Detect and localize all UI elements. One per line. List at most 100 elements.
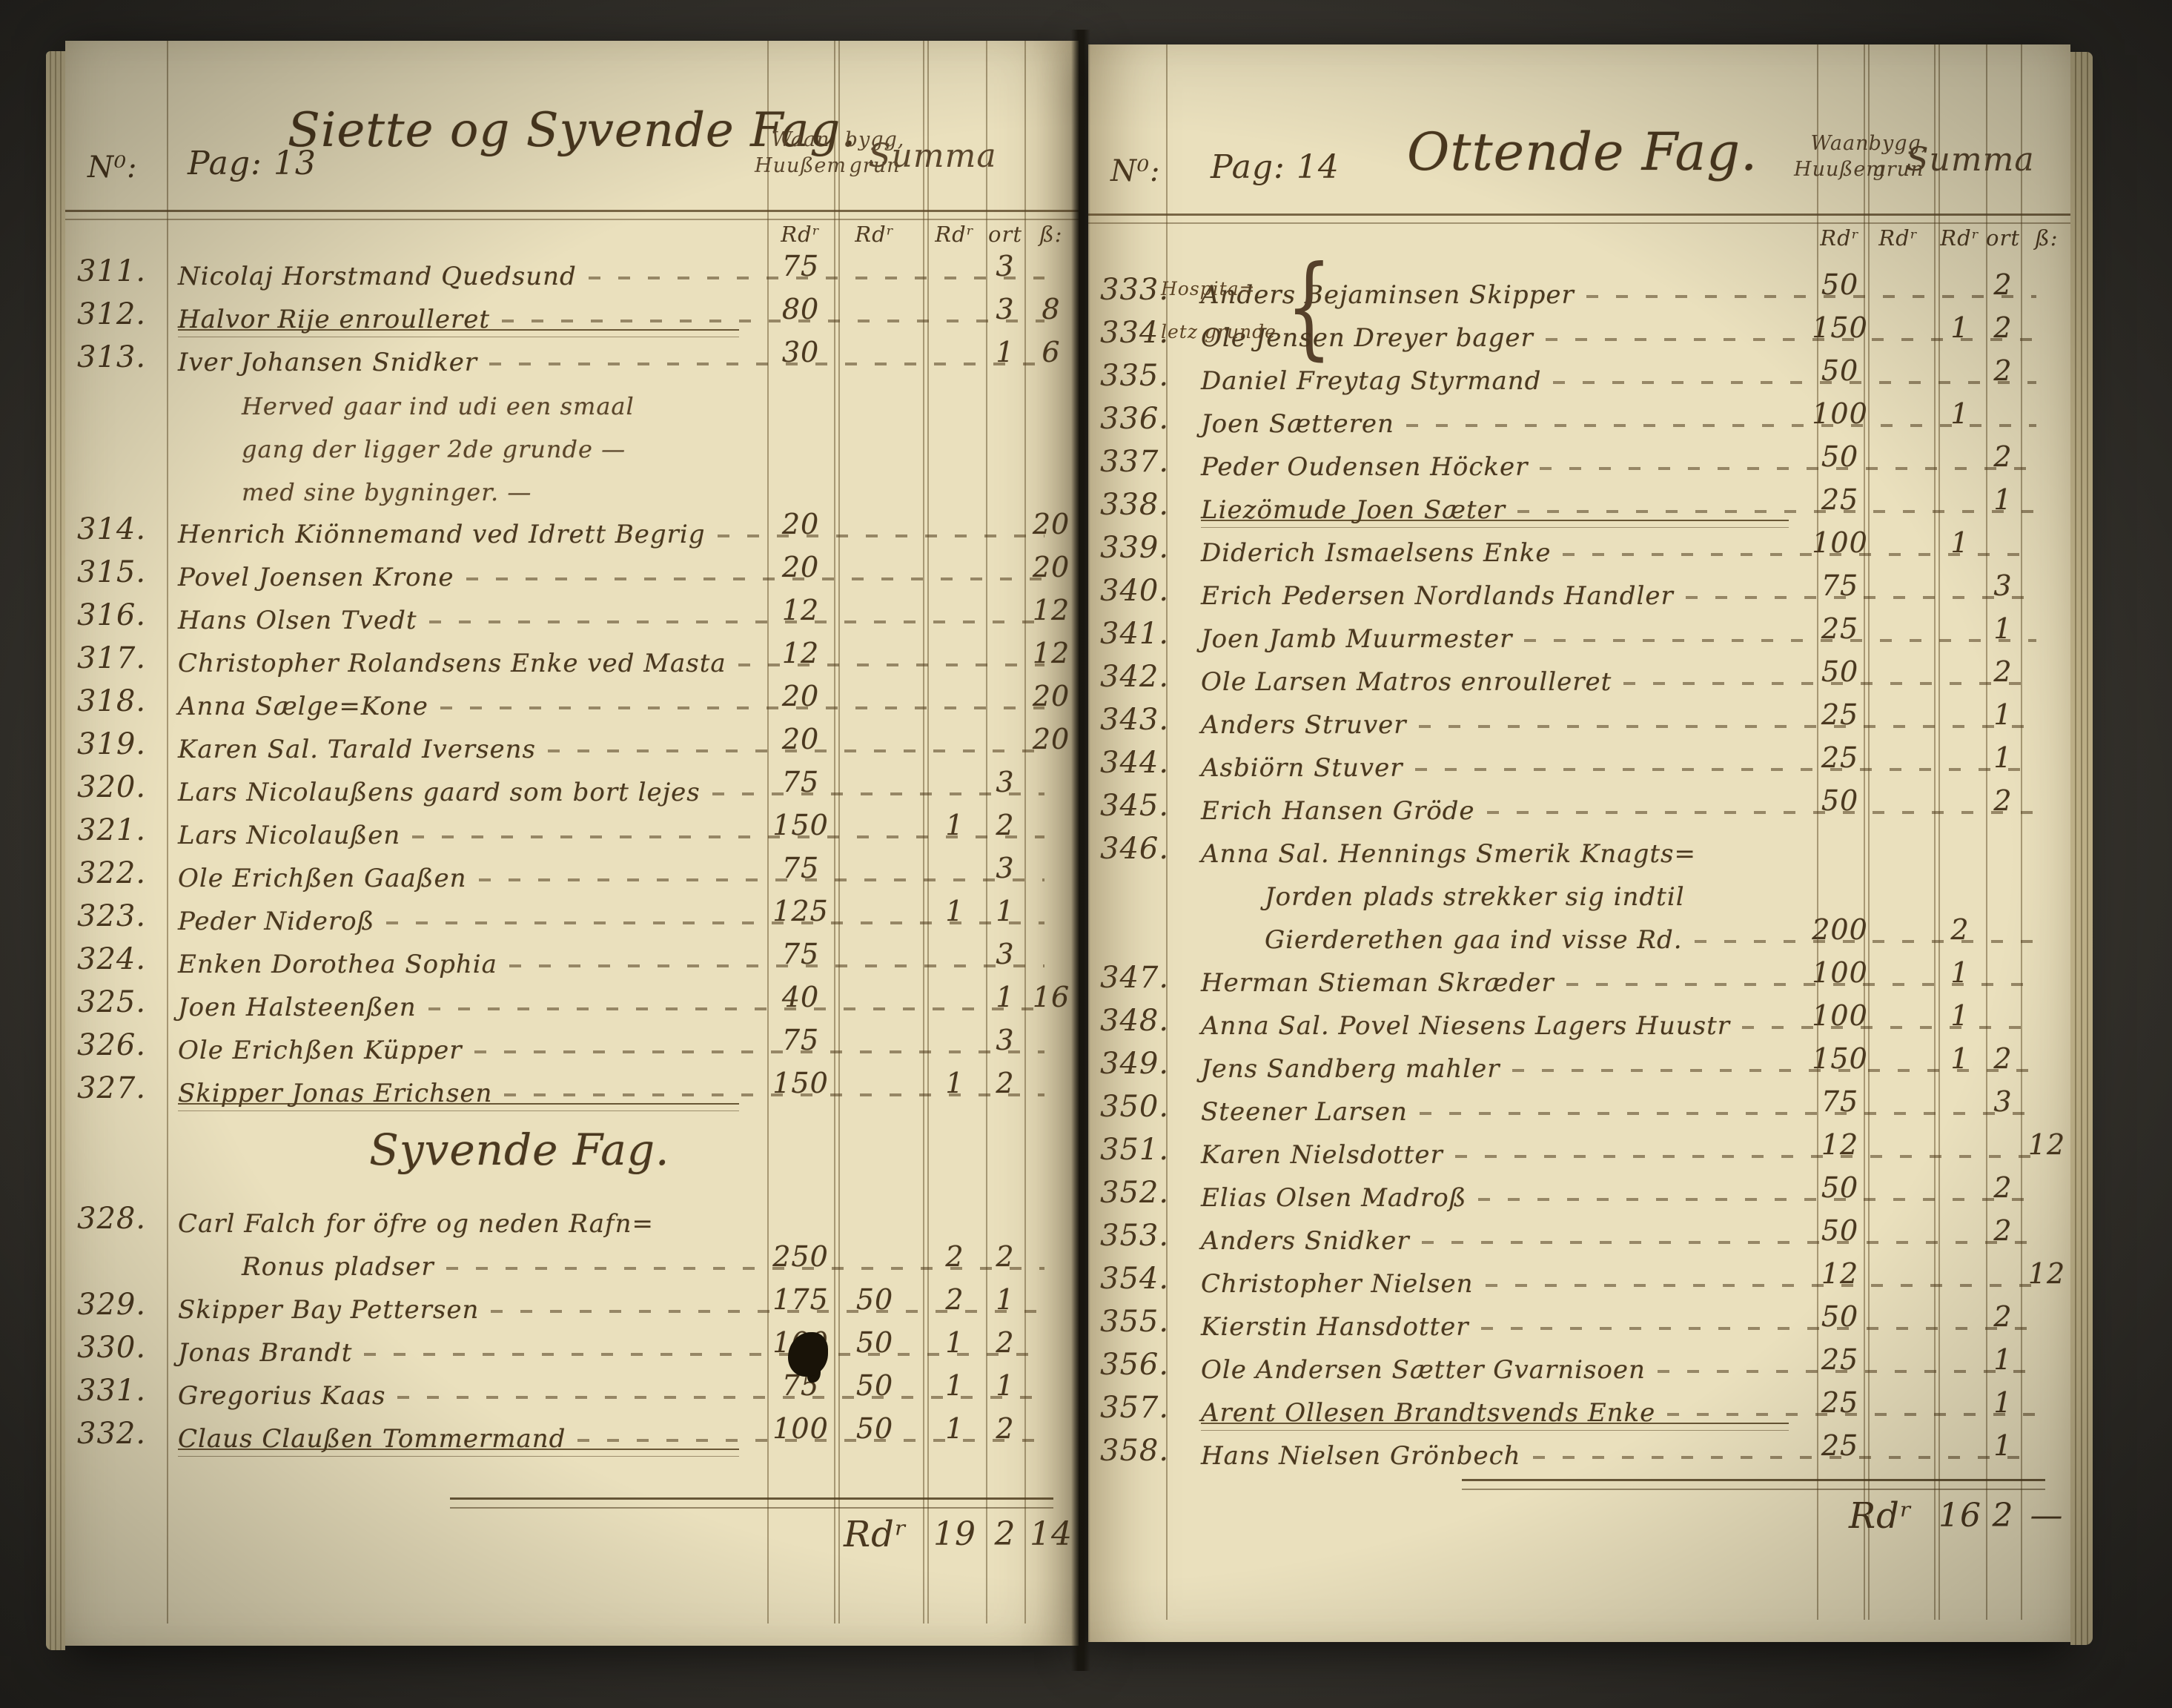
dashed-leader bbox=[1405, 424, 2036, 427]
value-waanhuse: 100 bbox=[1812, 397, 1868, 430]
entry-line: Herman Stieman Skræder bbox=[1088, 955, 2070, 998]
entry-name: Iver Johansen Snidker bbox=[178, 348, 478, 377]
entry-line: Erich Pedersen Nordlands Handler bbox=[1088, 568, 2070, 611]
entry-name: Anna Sal. Hennings Smerik Knagts= bbox=[1201, 839, 1696, 869]
entry-line: Herved gaar ind udi een smaal bbox=[65, 377, 1079, 420]
dashed-leader bbox=[1694, 940, 2036, 943]
value-summa-rdr: 1 bbox=[945, 1369, 964, 1402]
value-summa-ort: 1 bbox=[1993, 698, 2013, 731]
row-number: 322. bbox=[77, 856, 147, 890]
note-text: med sine bygninger. — bbox=[242, 478, 532, 506]
entry-line: Ronus pladser bbox=[65, 1239, 1079, 1282]
total-ort: 2 bbox=[994, 1515, 1016, 1553]
entry-line: Joen Jamb Muurmester bbox=[1088, 611, 2070, 654]
ledger-row: 323. Peder Nideroß 125 1 1 bbox=[65, 893, 1079, 936]
row-number: 356. bbox=[1100, 1348, 1170, 1382]
entry-line: Karen Nielsdotter bbox=[1088, 1127, 2070, 1170]
entry-line: Ole Larsen Matros enroulleret bbox=[1088, 654, 2070, 697]
value-summa-ort: 2 bbox=[1993, 1171, 2013, 1204]
dashed-leader bbox=[1419, 1112, 2036, 1115]
entry-line: Enken Dorothea Sophia bbox=[65, 936, 1079, 979]
dashed-leader bbox=[1454, 1155, 2036, 1158]
value-summa-ort: 3 bbox=[996, 1024, 1015, 1056]
value-waanhuse: 150 bbox=[1812, 311, 1868, 344]
entry-line: Anna Sælge=Kone bbox=[65, 678, 1079, 721]
value-waanhuse: 12 bbox=[1821, 1257, 1859, 1290]
value-waanhuse: 50 bbox=[1821, 440, 1859, 473]
row-number: 319. bbox=[77, 727, 147, 761]
ledger-row: 313. Iver Johansen Snidker 30 1 6 bbox=[65, 334, 1079, 377]
section-divider-rule bbox=[1201, 520, 1789, 528]
entry-name: Diderich Ismaelsens Enke bbox=[1201, 538, 1552, 568]
column-header-summa: Summa bbox=[868, 137, 997, 175]
value-waanhuse: 20 bbox=[781, 508, 820, 540]
ledger-row: 348. Anna Sal. Povel Niesens Lagers Huust… bbox=[1088, 998, 2070, 1041]
column-rule-waanhuse bbox=[767, 41, 769, 1623]
ledger-rows: 333. Hospita={Anders Bejaminsen Skipper 50… bbox=[1088, 251, 2070, 1471]
value-waanhuse: 12 bbox=[781, 637, 820, 669]
row-number: 318. bbox=[77, 684, 147, 718]
entry-line: Anders Bejaminsen Skipper bbox=[1088, 267, 2070, 310]
entry-name: Nicolaj Horstmand Quedsund bbox=[178, 262, 577, 291]
row-number: 349. bbox=[1100, 1047, 1170, 1081]
row-number: 358. bbox=[1100, 1434, 1170, 1468]
ledger-row: 346. Anna Sal. Hennings Smerik Knagts= Jor… bbox=[1088, 826, 2070, 955]
row-number: 330. bbox=[77, 1331, 147, 1365]
entry-line: Henrich Kiönnemand ved Idrett Begrig bbox=[65, 506, 1079, 549]
section-heading: Syvende Fag. bbox=[369, 1125, 670, 1175]
dashed-leader bbox=[440, 706, 1044, 709]
row-number: 345. bbox=[1100, 789, 1170, 823]
value-waanhuse: 100 bbox=[1812, 956, 1868, 989]
value-summa-rdr: 1 bbox=[945, 1067, 964, 1099]
entry-name: Peder Oudensen Höcker bbox=[1201, 452, 1529, 482]
unit-rdr: Rdʳ bbox=[1820, 225, 1860, 251]
ledger-row: 329. Skipper Bay Pettersen 175 50 2 1 bbox=[65, 1282, 1079, 1325]
entry-name: Herman Stieman Skræder bbox=[1201, 968, 1554, 998]
entry-line: Peder Nideroß bbox=[65, 893, 1079, 936]
value-summa-ort: 1 bbox=[1993, 612, 2013, 645]
ledger-row: 345. Erich Hansen Gröde 50 2 bbox=[1088, 783, 2070, 826]
column-header-waanhuse: Waan Huußem bbox=[1794, 132, 1886, 181]
total-label: Rdʳ bbox=[1849, 1495, 1913, 1537]
entry-name: Ole Erichßen Küpper bbox=[178, 1036, 463, 1065]
row-number: 325. bbox=[77, 985, 147, 1019]
total-skilling: — bbox=[2030, 1497, 2064, 1535]
ledger-row: 336. Joen Sætteren 100 1 bbox=[1088, 396, 2070, 439]
value-summa-ort: 2 bbox=[1993, 655, 2013, 688]
page-total: Rdʳ 16 2 — bbox=[1088, 1479, 2070, 1553]
value-summa-rdr: 2 bbox=[1950, 913, 1970, 946]
entry-name: Christopher Nielsen bbox=[1201, 1269, 1474, 1299]
note-text: gang der ligger 2de grunde — bbox=[242, 435, 626, 463]
column-header-byggegrund: bygg, grun bbox=[1868, 132, 1929, 181]
dashed-leader bbox=[1485, 1284, 2036, 1287]
row-number: 357. bbox=[1100, 1391, 1170, 1425]
dashed-leader bbox=[1553, 381, 2036, 384]
entry-name: Anders Bejaminsen Skipper bbox=[1201, 280, 1575, 310]
entry-line: Joen Halsteenßen bbox=[65, 979, 1079, 1022]
dashed-leader bbox=[474, 1050, 1044, 1053]
entry-name: Lars Nicolaußens gaard som bort lejes bbox=[178, 778, 701, 807]
row-number: 314. bbox=[77, 512, 147, 546]
ledger-row: 353. Anders Snidker 50 2 bbox=[1088, 1213, 2070, 1256]
column-rule-number bbox=[1166, 44, 1168, 1620]
unit-skilling: ß: bbox=[2035, 225, 2059, 251]
value-summa-rdr: 1 bbox=[945, 809, 964, 841]
value-waanhuse: 75 bbox=[1821, 569, 1859, 602]
ledger-row: 350. Steener Larsen 75 3 bbox=[1088, 1084, 2070, 1127]
entry-line: Christopher Rolandsens Enke ved Masta bbox=[65, 635, 1079, 678]
column-header-summa: Summa bbox=[1906, 141, 2035, 179]
entry-name: Peder Nideroß bbox=[178, 907, 375, 936]
value-summa-ort: 3 bbox=[996, 250, 1015, 282]
dashed-leader bbox=[446, 1267, 1044, 1270]
section-divider-rule bbox=[178, 1449, 739, 1457]
ledger-row: 324. Enken Dorothea Sophia 75 3 bbox=[65, 936, 1079, 979]
value-waanhuse: 75 bbox=[781, 250, 820, 282]
entry-name: Asbiörn Stuver bbox=[1201, 753, 1403, 783]
value-summa-ort: 2 bbox=[1993, 440, 2013, 473]
value-summa-ort: 3 bbox=[996, 938, 1015, 970]
row-number: 344. bbox=[1100, 746, 1170, 780]
page-number: Pag: 13 bbox=[188, 145, 317, 182]
ledger-row: 338. Liezömude Joen Sæter 25 1 bbox=[1088, 482, 2070, 528]
entry-line: gang der ligger 2de grunde — bbox=[65, 420, 1079, 463]
value-waanhuse: 80 bbox=[781, 293, 820, 325]
